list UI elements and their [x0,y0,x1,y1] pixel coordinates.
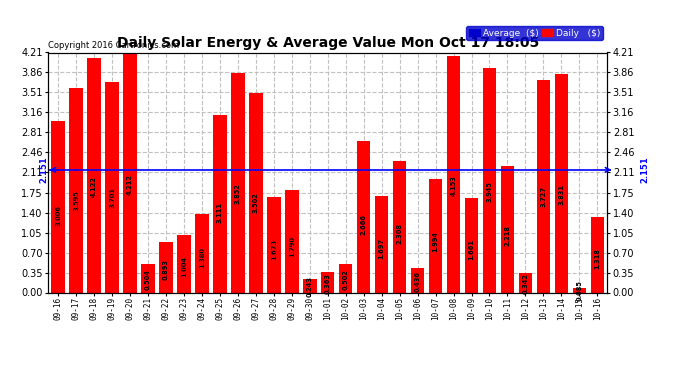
Bar [249,93,263,292]
Text: 3.831: 3.831 [558,184,564,205]
Bar [447,56,460,292]
Text: 3.595: 3.595 [73,190,79,211]
Bar [231,73,245,292]
Bar [591,217,604,292]
Bar [52,121,65,292]
Text: 1.004: 1.004 [181,256,187,277]
Text: 2.308: 2.308 [397,223,403,244]
Bar [141,264,155,292]
Text: 1.790: 1.790 [289,236,295,257]
Text: 1.994: 1.994 [433,231,439,252]
Bar [213,115,226,292]
Bar [555,74,568,292]
Text: 3.701: 3.701 [109,187,115,208]
Text: 0.504: 0.504 [145,269,151,290]
Bar [357,141,371,292]
Bar [321,272,335,292]
Text: 2.151: 2.151 [641,156,650,183]
Bar [429,179,442,292]
Bar [159,242,172,292]
Text: 0.363: 0.363 [325,273,331,294]
Bar [124,53,137,292]
Text: 3.111: 3.111 [217,202,223,223]
Text: 3.945: 3.945 [486,181,493,202]
Bar [285,190,299,292]
Bar [88,57,101,292]
Text: 0.085: 0.085 [576,280,582,300]
Legend: Average  ($), Daily   ($): Average ($), Daily ($) [466,26,602,40]
Text: 1.380: 1.380 [199,247,205,268]
Bar [267,197,281,292]
Bar [483,68,496,292]
Text: 3.006: 3.006 [55,205,61,226]
Bar [70,87,83,292]
Bar [537,80,550,292]
Bar [393,161,406,292]
Bar [195,214,208,292]
Text: 1.697: 1.697 [379,238,384,260]
Text: 3.727: 3.727 [540,186,546,207]
Bar [375,196,388,292]
Text: 0.342: 0.342 [522,273,529,294]
Text: 2.666: 2.666 [361,214,366,235]
Bar [177,235,190,292]
Text: 1.661: 1.661 [469,239,475,260]
Bar [465,198,478,292]
Text: 4.153: 4.153 [451,176,457,196]
Text: 3.852: 3.852 [235,183,241,204]
Text: 0.502: 0.502 [343,269,348,290]
Bar [303,279,317,292]
Bar [573,288,586,292]
Text: 3.502: 3.502 [253,192,259,213]
Bar [339,264,353,292]
Text: Copyright 2016 Cartronics.com: Copyright 2016 Cartronics.com [48,41,179,50]
Bar [106,81,119,292]
Text: 2.218: 2.218 [504,225,511,246]
Text: 0.436: 0.436 [415,271,421,292]
Bar [411,268,424,292]
Text: 1.318: 1.318 [594,248,600,269]
Bar [501,166,514,292]
Text: 2.151: 2.151 [39,156,48,183]
Bar [519,273,532,292]
Text: 0.243: 0.243 [307,276,313,297]
Text: 1.673: 1.673 [271,239,277,260]
Text: 4.122: 4.122 [91,176,97,197]
Text: 0.893: 0.893 [163,259,169,280]
Text: 4.212: 4.212 [127,174,133,195]
Title: Daily Solar Energy & Average Value Mon Oct 17 18:05: Daily Solar Energy & Average Value Mon O… [117,36,539,50]
